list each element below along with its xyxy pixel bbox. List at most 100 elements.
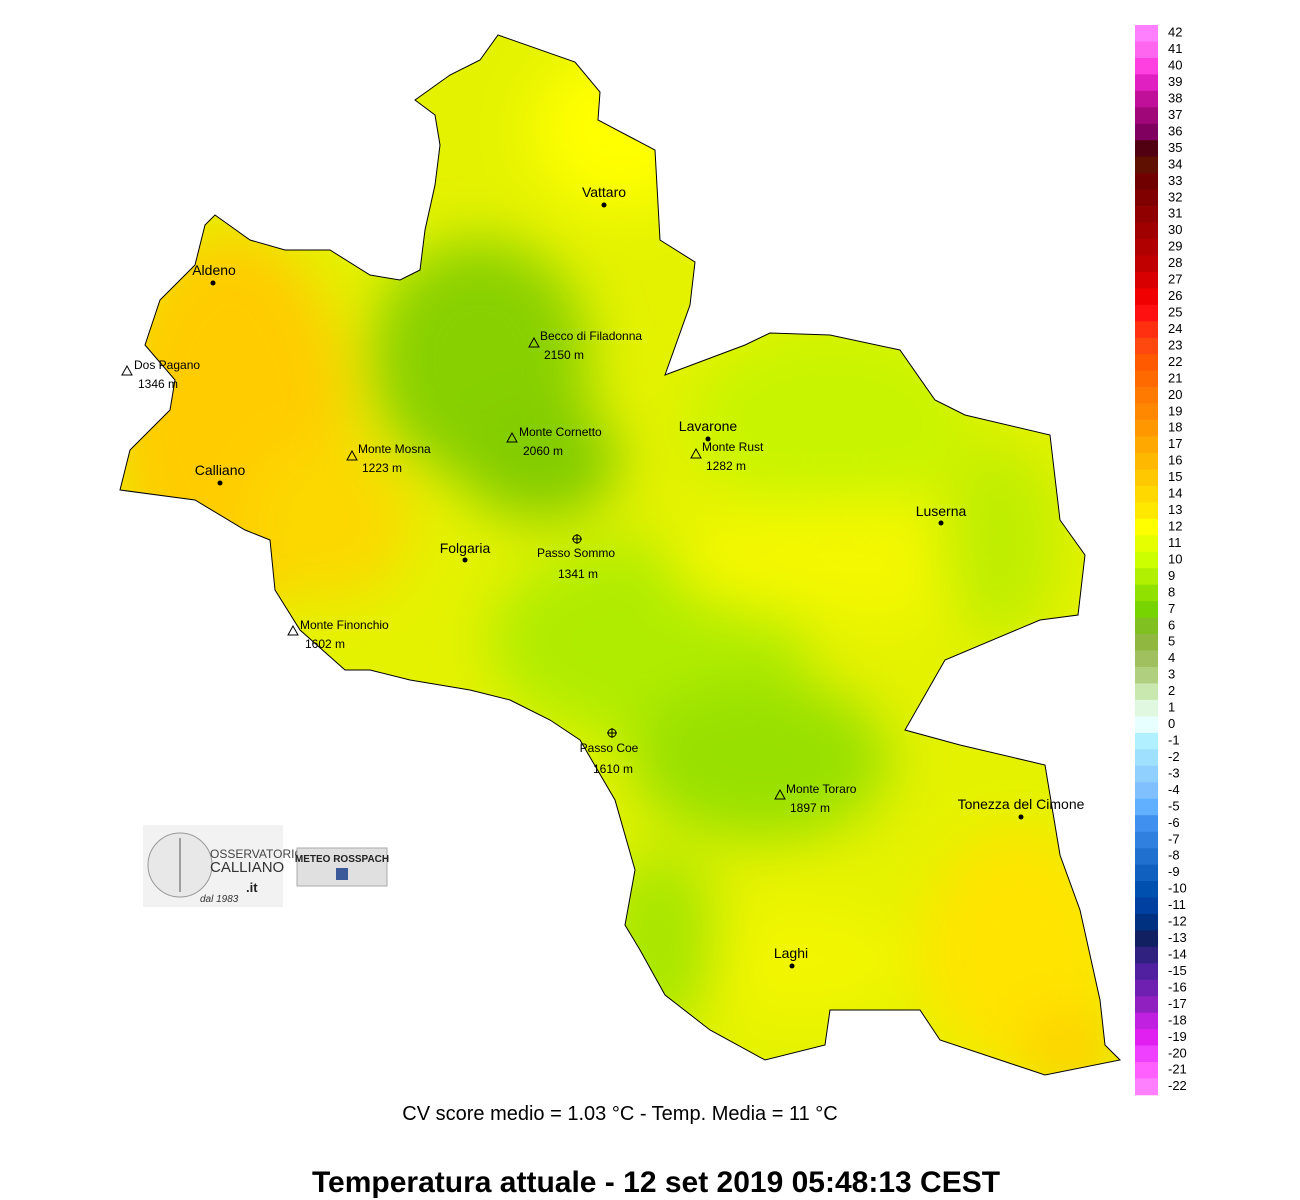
legend-label: 18: [1168, 420, 1182, 435]
town-marker: [1018, 814, 1024, 820]
legend-label: -13: [1168, 930, 1187, 945]
legend-swatch: [1135, 765, 1158, 783]
legend-swatch: [1135, 420, 1158, 437]
legend-swatch: [1135, 864, 1158, 882]
logo-box: [296, 847, 388, 887]
legend-swatch: [1135, 848, 1158, 865]
peak-label: Passo Coe: [580, 741, 639, 755]
legend-swatch: [1135, 370, 1158, 388]
town-marker: [789, 963, 795, 969]
legend-swatch: [1135, 831, 1158, 849]
town-label: Calliano: [195, 462, 246, 478]
legend-swatch: [1135, 453, 1158, 470]
facebook-icon: [336, 868, 348, 880]
legend-label: -1: [1168, 733, 1180, 748]
legend-swatch: [1135, 963, 1158, 981]
logo-meteo: METEO ROSSPACH: [295, 847, 389, 887]
legend-label: 37: [1168, 107, 1182, 122]
legend-swatch: [1135, 584, 1158, 602]
legend-label: -3: [1168, 765, 1180, 780]
town-label: Lavarone: [679, 418, 738, 434]
legend-label: 19: [1168, 403, 1182, 418]
legend-label: 10: [1168, 551, 1182, 566]
legend-label: 16: [1168, 453, 1182, 468]
legend-label: 7: [1168, 601, 1175, 616]
legend-swatch: [1135, 551, 1158, 569]
legend-label: 34: [1168, 156, 1182, 171]
legend-swatch: [1135, 337, 1158, 355]
legend-label: -4: [1168, 782, 1180, 797]
legend-swatch: [1135, 354, 1158, 371]
legend-label: -14: [1168, 947, 1187, 962]
peak-label: Dos Pagano: [134, 358, 200, 372]
legend-swatch: [1135, 782, 1158, 799]
region-outline: [119, 34, 1122, 1076]
color-legend: 4241403938373635343332313029282726252423…: [1135, 25, 1187, 1096]
legend-label: 4: [1168, 650, 1175, 665]
legend-swatch: [1135, 288, 1158, 306]
legend-swatch: [1135, 946, 1158, 964]
legend-swatch: [1135, 881, 1158, 898]
legend-label: 13: [1168, 502, 1182, 517]
elevation-label: 2060 m: [523, 444, 563, 458]
legend-label: 20: [1168, 387, 1182, 402]
town-marker: [938, 520, 944, 526]
pass-marker-cross: [572, 534, 582, 544]
legend-swatch: [1135, 436, 1158, 454]
legend-swatch: [1135, 667, 1158, 684]
legend-swatch: [1135, 716, 1158, 734]
legend-swatch: [1135, 535, 1158, 553]
legend-swatch: [1135, 321, 1158, 339]
legend-label: 26: [1168, 288, 1182, 303]
elevation-label: 1897 m: [790, 801, 830, 815]
peak-label: Monte Rust: [702, 440, 764, 454]
peak-label: Monte Toraro: [786, 782, 857, 796]
legend-label: -11: [1168, 897, 1186, 912]
town-marker: [601, 202, 607, 208]
town-marker: [217, 480, 223, 486]
legend-label: 27: [1168, 272, 1182, 287]
peak-marker: [690, 447, 702, 459]
peak-marker: [506, 431, 518, 443]
town-marker: [705, 436, 711, 442]
legend-swatch: [1135, 25, 1158, 42]
logo-observatory: OSSERVATORIO CALLIANO .it dal 1983: [143, 825, 304, 907]
legend-swatch: [1135, 979, 1158, 997]
legend-swatch: [1135, 749, 1158, 767]
legend-swatch: [1135, 1078, 1158, 1096]
legend-swatch: [1135, 156, 1158, 174]
peak-label: Becco di Filadonna: [540, 329, 642, 343]
legend-label: 33: [1168, 173, 1182, 188]
elevation-label: 1610 m: [593, 762, 633, 776]
legend-label: 23: [1168, 337, 1182, 352]
legend-swatch: [1135, 996, 1158, 1013]
legend-swatch: [1135, 1062, 1158, 1079]
places: Vattaro Aldeno Dos Pagano 1346 m Becco di Fi…: [121, 184, 1085, 969]
legend-swatch: [1135, 90, 1158, 108]
legend-label: 28: [1168, 255, 1182, 270]
legend-label: 22: [1168, 354, 1182, 369]
legend-label: 32: [1168, 189, 1182, 204]
legend-label: 39: [1168, 74, 1182, 89]
legend-label: 24: [1168, 321, 1182, 336]
legend-swatch: [1135, 41, 1158, 59]
peak-marker: [528, 336, 540, 348]
legend-swatch: [1135, 173, 1158, 190]
legend-swatch: [1135, 601, 1158, 618]
legend-label: 9: [1168, 568, 1175, 583]
legend-label: -20: [1168, 1045, 1187, 1060]
legend-label: 8: [1168, 584, 1175, 599]
logo-text: METEO ROSSPACH: [295, 854, 389, 865]
legend-swatch: [1135, 683, 1158, 701]
legend-label: 12: [1168, 519, 1182, 534]
legend-label: 11: [1168, 535, 1182, 550]
legend-swatch: [1135, 1045, 1158, 1063]
legend-swatch: [1135, 304, 1158, 322]
legend-swatch: [1135, 57, 1158, 75]
peak-label: Passo Sommo: [537, 546, 615, 560]
elevation-label: 1282 m: [706, 459, 746, 473]
legend-label: 1: [1168, 700, 1175, 715]
legend-label: -2: [1168, 749, 1180, 764]
legend-swatch: [1135, 74, 1158, 92]
town-marker: [210, 280, 216, 286]
